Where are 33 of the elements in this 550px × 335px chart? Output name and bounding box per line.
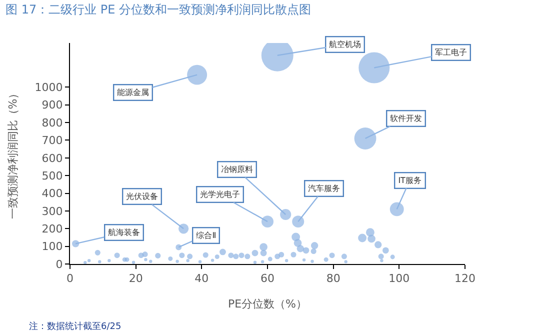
x-tick-label: 60 [260,272,274,286]
annotation: 综合Ⅱ [196,231,216,240]
y-tick-label: 200 [42,222,63,236]
x-axis-title: PE分位数（%） [228,297,308,310]
annotation: 光伏设备 [126,192,158,202]
annotation: 能源金属 [117,88,150,98]
y-tick-label: 900 [42,98,63,112]
annotation: IT服务 [398,176,422,186]
y-tick-label: 300 [42,204,63,218]
y-tick-label: 0 [56,258,63,271]
y-tick-label: 600 [42,152,63,165]
annotation: 航空机场 [329,40,362,50]
y-tick-label: 700 [42,134,63,148]
x-tick-label: 100 [388,272,410,286]
text: 注：数据统计截至6/25 [29,321,122,332]
y-tick-label: 800 [42,116,63,130]
y-axis-title: 一致预测净利润同比（%） [6,88,20,220]
x-tick-label: 0 [66,272,74,286]
annotation: 冶钢原料 [221,165,254,174]
y-tick-label: 400 [42,187,63,200]
annotation: 航海装备 [108,228,140,238]
annotation: 汽车服务 [308,184,340,194]
chart-title: 图 17：二级行业 PE 分位数和一致预测净利润同比散点图 [6,2,312,16]
y-tick-label: 100 [42,240,63,254]
y-tick-label: 500 [42,169,63,182]
y-tick-label: 1000 [34,81,63,94]
x-tick-label: 20 [128,272,143,286]
x-tick-label: 120 [454,272,476,286]
annotation: 光学光电子 [200,190,240,200]
annotation: 软件开发 [390,114,422,124]
annotation: 军工电子 [435,48,468,58]
x-tick-label: 80 [326,272,340,286]
x-tick-label: 40 [194,272,209,286]
